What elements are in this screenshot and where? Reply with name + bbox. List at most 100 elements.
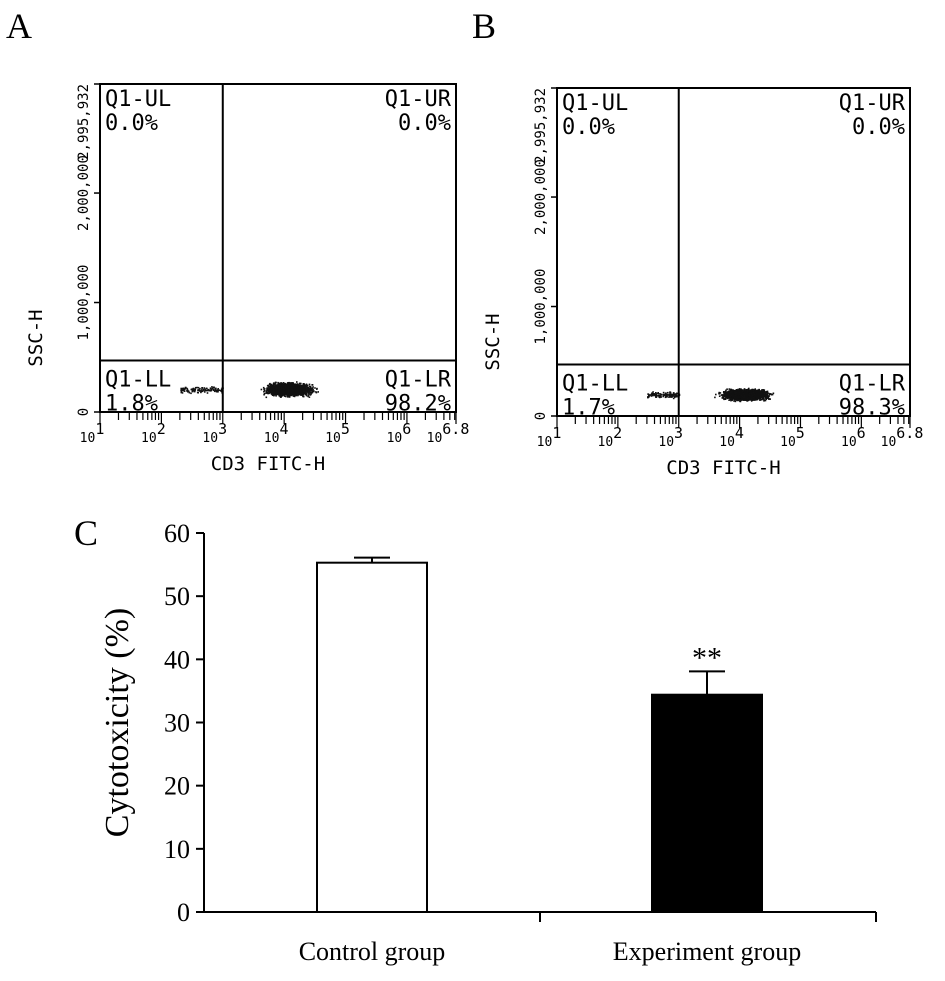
event-dot xyxy=(303,386,306,389)
event-dot xyxy=(769,393,771,396)
event-dot xyxy=(272,390,274,393)
event-dot xyxy=(291,386,293,389)
event-dot xyxy=(270,383,273,386)
event-dot xyxy=(266,387,268,389)
event-dot xyxy=(719,392,722,394)
event-dot xyxy=(266,388,268,390)
flow-plot-a: Q1-UL0.0%Q1-UR0.0%Q1-LL1.8%Q1-LR98.2%01,… xyxy=(25,83,470,475)
event-dot xyxy=(307,395,309,398)
event-dot xyxy=(292,382,294,384)
event-dot xyxy=(263,392,266,395)
event-dot xyxy=(737,399,740,402)
event-dot xyxy=(287,395,289,397)
event-dot xyxy=(275,395,277,397)
event-dot xyxy=(302,395,304,398)
event-dot xyxy=(217,389,219,392)
event-dot xyxy=(285,393,287,396)
quadrant-percent: 0.0% xyxy=(398,111,451,136)
panel-label-c: C xyxy=(74,513,98,553)
event-dot xyxy=(273,382,275,384)
event-dot xyxy=(746,399,748,401)
event-dot xyxy=(301,392,303,395)
event-dot xyxy=(282,394,284,397)
event-dot xyxy=(306,387,309,390)
event-dot xyxy=(305,393,308,396)
event-dot xyxy=(316,387,318,390)
event-dot xyxy=(275,388,278,390)
event-dot xyxy=(764,391,766,393)
event-dot xyxy=(220,388,223,390)
event-dot xyxy=(271,389,274,392)
event-dot xyxy=(758,390,761,392)
event-dot xyxy=(745,389,748,391)
event-dot xyxy=(298,390,300,392)
event-dot xyxy=(201,387,203,389)
x-tick-label: 101 xyxy=(80,420,105,446)
event-dot xyxy=(283,390,285,393)
event-dot xyxy=(272,393,275,395)
event-dot xyxy=(273,385,275,387)
event-dot xyxy=(282,389,285,392)
event-dot xyxy=(202,389,204,391)
event-dot xyxy=(304,387,307,390)
event-dot xyxy=(270,386,272,389)
event-dot xyxy=(214,387,216,390)
event-dot xyxy=(265,390,268,392)
event-dot xyxy=(271,393,274,396)
event-dot xyxy=(718,395,721,397)
event-dot xyxy=(267,392,269,395)
event-dot xyxy=(290,394,292,396)
event-dot xyxy=(291,390,294,393)
event-dot xyxy=(286,382,289,384)
event-dot xyxy=(300,385,303,388)
event-dot xyxy=(286,385,288,388)
cell-population xyxy=(647,387,775,403)
event-dot xyxy=(300,394,303,396)
event-dot xyxy=(183,390,186,392)
event-dot xyxy=(287,390,290,393)
event-dot xyxy=(212,388,215,391)
event-dot xyxy=(199,390,201,392)
event-dot xyxy=(281,388,284,390)
event-dot xyxy=(194,388,196,391)
event-dot xyxy=(763,394,765,397)
event-dot xyxy=(268,385,270,388)
event-dot xyxy=(738,388,741,390)
event-dot xyxy=(723,393,725,396)
event-dot xyxy=(196,386,198,389)
quadrant-name: Q1-UR xyxy=(385,87,452,112)
y-tick-label: 2,000,000 xyxy=(76,155,92,231)
quadrant-percent: 0.0% xyxy=(105,111,158,136)
event-dot xyxy=(215,390,218,392)
event-dot xyxy=(268,383,271,386)
event-dot xyxy=(758,388,760,391)
event-dot xyxy=(188,390,190,393)
event-dot xyxy=(315,391,317,393)
event-dot xyxy=(294,388,297,390)
event-dot xyxy=(197,391,199,394)
event-dot xyxy=(282,387,285,390)
event-dot xyxy=(272,384,275,386)
event-dot xyxy=(291,382,293,384)
event-dot xyxy=(733,398,736,401)
event-dot xyxy=(181,392,184,394)
event-dot xyxy=(287,385,289,387)
event-dot xyxy=(279,388,282,391)
x-tick-label: 102 xyxy=(141,420,166,446)
event-dot xyxy=(265,391,268,393)
event-dot xyxy=(738,398,741,401)
x-tick-label: 106.8 xyxy=(427,420,470,446)
event-dot xyxy=(311,384,313,386)
event-dot xyxy=(762,397,765,399)
event-dot xyxy=(190,392,192,395)
event-dot xyxy=(304,391,307,393)
event-dot xyxy=(199,387,201,390)
event-dot xyxy=(747,399,750,402)
event-dot xyxy=(194,386,197,389)
event-dot xyxy=(272,388,275,390)
event-dot xyxy=(200,389,203,391)
event-dot xyxy=(313,390,315,392)
event-dot xyxy=(274,388,276,391)
event-dot xyxy=(204,391,206,393)
